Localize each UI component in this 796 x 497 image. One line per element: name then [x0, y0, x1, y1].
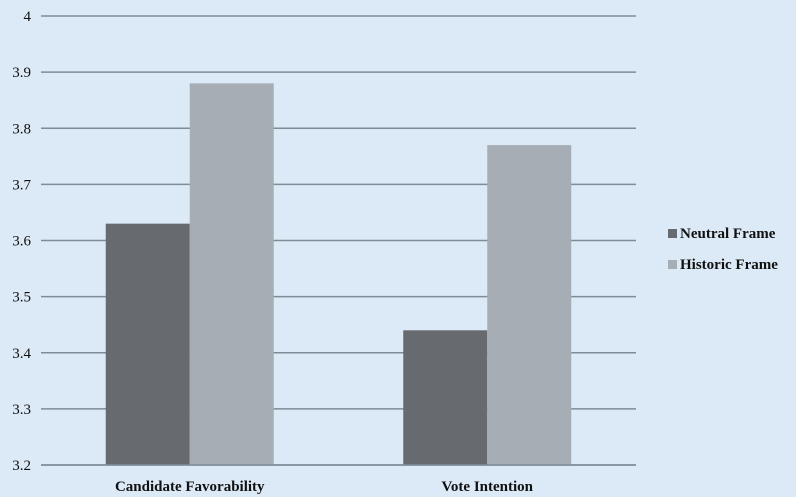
bars	[105, 83, 572, 465]
y-tick-label: 3.7	[12, 177, 31, 193]
bar-neutral-frame-candidate-favorability	[105, 223, 190, 465]
y-tick-label: 3.9	[12, 65, 31, 81]
bar-historic-frame-vote-intention	[487, 145, 572, 465]
x-category-label: Vote Intention	[441, 479, 533, 495]
y-tick-label: 3.6	[12, 234, 31, 250]
bar-historic-frame-candidate-favorability	[189, 83, 274, 465]
legend-swatch	[668, 260, 677, 269]
x-category-label: Candidate Favorability	[115, 479, 265, 495]
legend-swatch	[668, 229, 677, 238]
y-tick-label: 3.2	[12, 458, 31, 474]
x-axis-category-labels: Candidate Favorability Vote Intention	[115, 479, 534, 495]
legend-label: Historic Frame	[680, 257, 778, 273]
legend-label: Neutral Frame	[680, 226, 776, 242]
y-tick-label: 3.8	[12, 121, 31, 137]
y-tick-label: 3.5	[12, 290, 31, 306]
y-tick-label: 4	[24, 9, 32, 25]
legend: Neutral Frame Historic Frame	[668, 226, 778, 273]
y-tick-label: 3.3	[12, 402, 31, 418]
y-tick-label: 3.4	[12, 346, 31, 362]
y-axis-tick-labels: 3.2 3.3 3.4 3.5 3.6 3.7 3.8 3.9 4	[12, 9, 31, 474]
bar-neutral-frame-vote-intention	[403, 330, 488, 465]
